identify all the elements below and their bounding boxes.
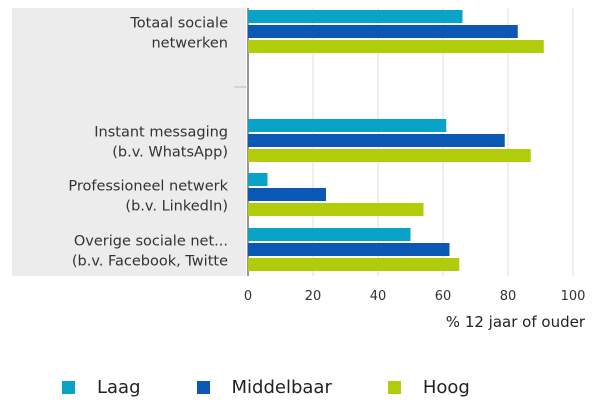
bars (248, 10, 544, 271)
category-label-0-line-1: Totaal sociale (129, 16, 228, 32)
x-axis-title: % 12 jaar of ouder (446, 313, 586, 331)
bar-middelbaar-3 (248, 188, 326, 201)
bar-hoog-4 (248, 258, 460, 271)
legend-swatch-laag (62, 380, 75, 394)
bar-middelbaar-2 (248, 134, 505, 147)
x-tick-label-80: 80 (500, 289, 517, 304)
legend-label-middelbaar: Middelbaar (231, 376, 332, 398)
x-tick-label-100: 100 (561, 289, 586, 304)
bar-hoog-2 (248, 149, 531, 162)
bar-laag-2 (248, 119, 447, 132)
x-tick-label-60: 60 (435, 289, 452, 304)
bar-hoog-0 (248, 40, 544, 53)
bar-laag-0 (248, 10, 463, 23)
legend-label-hoog: Hoog (422, 376, 470, 398)
legend-item-laag: Laag (62, 377, 141, 398)
category-labels: Totaal sociale netwerken Instant messaging… (68, 16, 228, 270)
category-panel (12, 8, 246, 276)
category-label-3-line-2: (b.v. LinkedIn) (125, 199, 228, 215)
category-label-0-line-2: netwerken (151, 36, 228, 52)
bar-laag-3 (248, 173, 268, 186)
category-label-2-line-1: Instant messaging (94, 125, 228, 141)
legend-swatch-middelbaar (196, 380, 210, 394)
x-tick-label-20: 20 (305, 289, 322, 304)
legend-item-hoog: Hoog (387, 376, 470, 398)
bar-laag-4 (248, 228, 411, 241)
legend-swatch-hoog (387, 380, 401, 394)
category-label-3-line-1: Professioneel netwerk (68, 179, 228, 195)
x-tick-label-40: 40 (370, 289, 387, 304)
category-label-4-line-2: (b.v. Facebook, Twitte (72, 254, 228, 270)
legend-item-middelbaar: Middelbaar (196, 376, 332, 398)
category-label-4-line-1: Overige sociale net... (74, 234, 228, 250)
x-tick-labels: 0 20 40 60 80 100 (244, 289, 586, 304)
x-tick-label-0: 0 (244, 289, 252, 304)
legend-label-laag: Laag (97, 376, 141, 398)
bar-middelbaar-0 (248, 25, 518, 38)
bar-middelbaar-4 (248, 243, 450, 256)
category-label-2-line-2: (b.v. WhatsApp) (112, 145, 228, 161)
bar-hoog-3 (248, 203, 424, 216)
legend: Laag Middelbaar Hoog (62, 372, 526, 402)
